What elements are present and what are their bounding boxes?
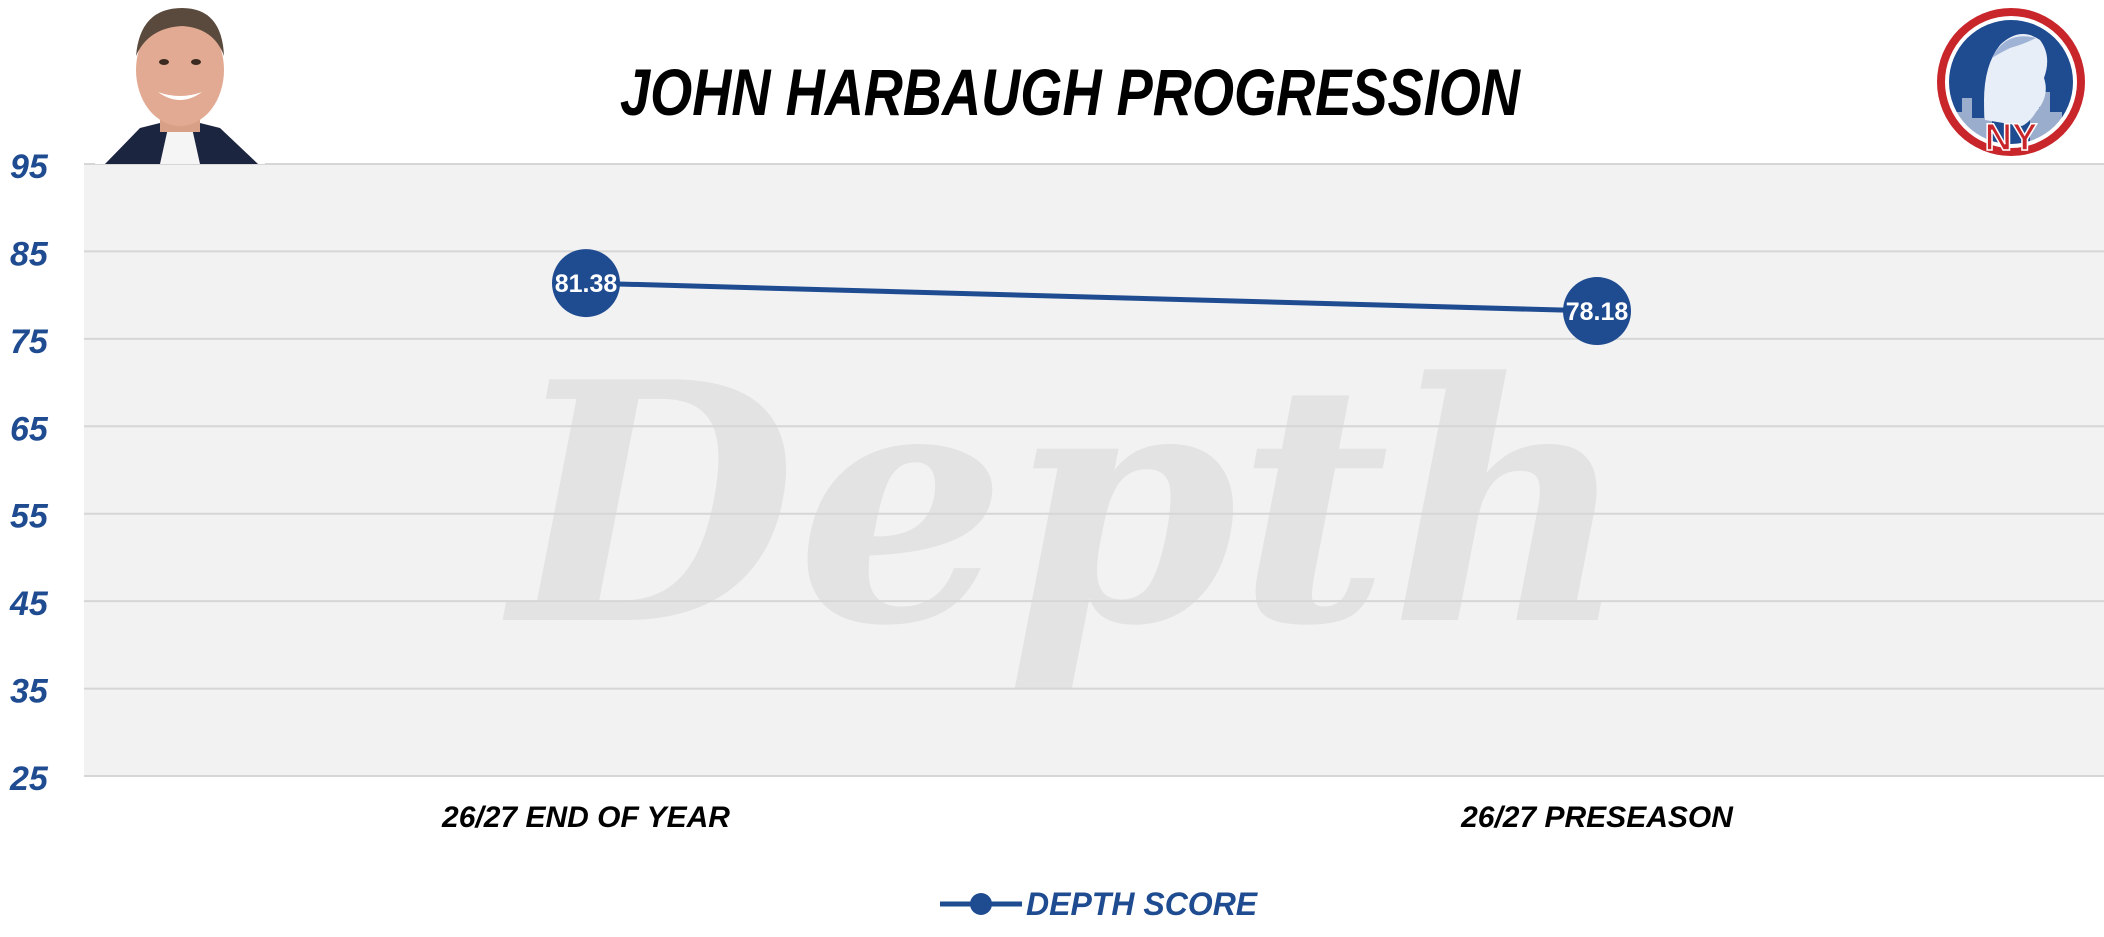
data-label: 78.18 [1566,298,1629,326]
y-tick-label: 65 [10,410,49,448]
x-axis-ticks: 26/27 END OF YEAR 26/27 PRESEASON [441,801,1734,834]
ny-logo: NY [1937,8,2085,160]
plot-area [84,164,2104,776]
data-label: 81.38 [555,270,618,298]
x-tick-label: 26/27 PRESEASON [1460,801,1734,834]
y-tick-label: 95 [10,148,49,186]
y-axis-ticks: 95 85 75 65 55 45 35 25 [9,148,49,798]
y-tick-label: 55 [10,498,49,536]
series-line [585,280,1598,314]
watermark: Depth [500,310,1630,698]
watermark-text: Depth [500,310,1630,698]
x-tick-label: 26/27 END OF YEAR [441,801,730,834]
data-point [1563,277,1631,346]
legend-marker [970,893,992,915]
y-tick-label: 75 [10,323,49,361]
chart-title: JOHN HARBAUGH PROGRESSION [620,55,1521,129]
legend-label: DEPTH SCORE [1026,886,1259,922]
data-point [552,249,620,318]
y-tick-label: 45 [9,585,49,623]
y-tick-label: 35 [10,673,49,711]
y-tick-label: 25 [9,760,49,798]
grid-lines [84,163,2104,777]
y-tick-label: 85 [10,235,49,273]
logo-text: NY [1985,117,2038,159]
legend: DEPTH SCORE [940,886,1259,922]
coach-portrait [95,0,265,164]
series-depth-score: 81.38 78.18 [552,249,1631,346]
